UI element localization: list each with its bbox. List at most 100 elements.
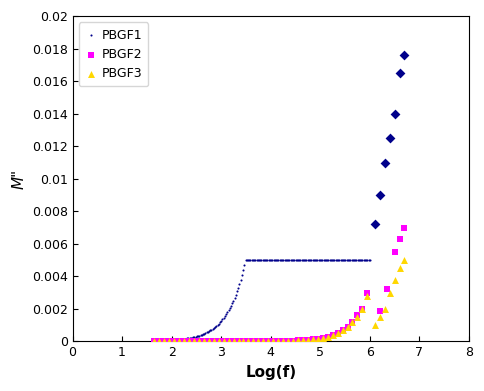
PBGF1 [254,257,262,263]
PBGF1 [215,321,223,327]
PBGF3 [264,338,272,344]
PBGF2 [195,338,203,344]
PBGF1 [232,291,240,298]
PBGF1 [305,257,313,263]
PBGF3 [279,338,287,344]
PBGF3 [339,327,347,333]
PBGF3 [240,338,247,344]
PBGF1 [249,257,257,263]
PBGF1 [366,257,374,263]
PBGF1 [160,337,168,344]
PBGF1 [206,327,214,334]
PBGF3 [225,338,232,344]
PBGF2 [249,338,257,344]
PBGF1 [151,338,158,344]
PBGF3 [220,338,227,344]
PBGF2 [401,224,408,231]
PBGF1 [233,288,241,294]
PBGF1 [176,336,184,343]
PBGF1 [344,257,352,263]
PBGF2 [376,307,384,314]
PBGF1 [319,257,327,263]
PBGF1 [365,257,373,263]
PBGF1 [245,257,253,263]
PBGF3 [244,338,252,344]
PBGF3 [334,330,342,337]
PBGF3 [269,338,277,344]
PBGF1 [361,257,369,263]
PBGF1 [177,336,185,343]
PBGF1 [302,257,310,263]
PBGF3 [195,338,203,344]
PBGF2 [151,338,158,344]
PBGF1 [183,335,191,342]
PBGF3 [376,314,384,320]
PBGF2 [244,338,252,344]
PBGF3 [151,338,158,344]
PBGF2 [215,338,223,344]
PBGF1 [227,303,235,309]
Point [381,160,389,166]
PBGF1 [284,257,292,263]
PBGF1 [168,337,176,343]
PBGF3 [401,257,408,263]
PBGF2 [269,338,277,344]
PBGF1 [201,330,209,336]
PBGF1 [244,257,252,263]
PBGF2 [304,337,312,343]
PBGF2 [383,286,391,292]
PBGF1 [186,335,194,341]
X-axis label: Log(f): Log(f) [245,365,296,380]
PBGF1 [172,337,180,343]
PBGF1 [241,262,248,269]
PBGF2 [264,338,272,344]
PBGF3 [289,337,297,344]
PBGF2 [180,338,188,344]
PBGF1 [267,257,275,263]
PBGF1 [148,338,156,344]
PBGF1 [260,257,268,263]
PBGF1 [173,337,181,343]
PBGF1 [338,257,346,263]
PBGF3 [304,337,312,343]
PBGF1 [149,338,157,344]
PBGF3 [249,338,257,344]
PBGF2 [274,338,282,344]
PBGF1 [171,337,179,343]
Point [391,111,398,117]
PBGF1 [151,338,159,344]
PBGF1 [298,257,305,263]
PBGF1 [331,257,338,263]
PBGF1 [252,257,259,263]
PBGF1 [253,257,260,263]
PBGF1 [326,257,333,263]
PBGF1 [231,294,239,301]
PBGF2 [225,338,232,344]
PBGF1 [302,257,309,263]
PBGF3 [353,314,361,320]
PBGF1 [295,257,303,263]
PBGF1 [276,257,284,263]
PBGF3 [371,322,378,328]
PBGF3 [348,319,356,325]
PBGF1 [261,257,269,263]
PBGF1 [246,257,254,263]
PBGF1 [180,336,187,342]
PBGF1 [286,257,293,263]
PBGF3 [344,324,351,330]
PBGF1 [259,257,267,263]
PBGF2 [314,335,322,342]
PBGF3 [180,338,188,344]
PBGF2 [185,338,193,344]
PBGF1 [354,257,362,263]
PBGF3 [155,338,163,344]
PBGF2 [175,338,183,344]
PBGF1 [328,257,336,263]
PBGF1 [274,257,282,263]
PBGF1 [332,257,340,263]
PBGF1 [179,336,186,343]
PBGF1 [321,257,329,263]
PBGF2 [363,290,371,296]
PBGF1 [318,257,326,263]
PBGF1 [340,257,348,263]
